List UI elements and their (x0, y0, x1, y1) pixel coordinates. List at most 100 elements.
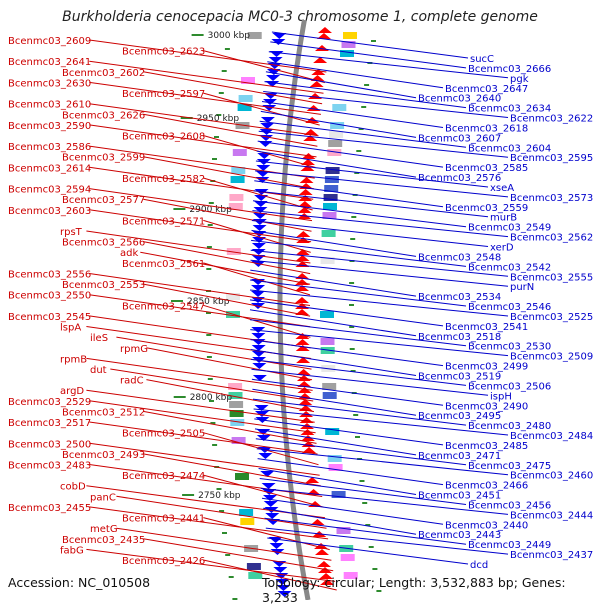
leader-line-right (250, 329, 509, 357)
gene-label-right: Bcenmc03_2460 (510, 471, 593, 482)
leader-line-right (251, 358, 467, 386)
feature-block (324, 185, 339, 192)
leader-line-left (86, 230, 311, 264)
left-strand-labels: Bcenmc03_2609Bcenmc03_2623Bcenmc03_2641B… (8, 36, 337, 591)
gene-label-left: Bcenmc03_2590 (8, 121, 91, 132)
leader-line-right (250, 259, 509, 287)
gene-label-right: Bcenmc03_2607 (418, 133, 501, 144)
tick-mark (212, 158, 217, 160)
forward-gene-arrow (265, 513, 280, 519)
forward-gene-arrow (260, 123, 275, 129)
tick-mark (221, 70, 227, 72)
leader-line-left (143, 71, 323, 105)
leader-line-right (250, 339, 444, 367)
reverse-gene-arrow (295, 285, 310, 291)
reverse-gene-arrow (295, 255, 310, 261)
feature-block (228, 383, 243, 390)
gene-label-right: Bcenmc03_2634 (468, 104, 551, 115)
tick-mark (206, 356, 212, 358)
leader-line-left (89, 421, 318, 455)
forward-gene-arrow (257, 153, 272, 159)
tick-mark (228, 576, 234, 578)
gene-label-right: Bcenmc03_2480 (468, 421, 551, 432)
gene-label-right: xerD (490, 243, 514, 254)
leader-line-right (263, 91, 509, 118)
forward-gene-arrow (262, 99, 277, 105)
forward-gene-arrow (271, 39, 286, 45)
leader-line-left (203, 474, 324, 508)
leader-line-left (203, 50, 326, 84)
leader-line-left (89, 188, 313, 222)
leader-line-right (270, 41, 467, 69)
forward-gene-arrow (277, 591, 292, 597)
gene-label-right: Bcenmc03_2449 (468, 540, 551, 551)
leader-line-right (250, 319, 467, 347)
leader-line-right (271, 31, 469, 59)
leader-line-right (264, 81, 467, 109)
gene-label-right: Bcenmc03_2595 (510, 153, 593, 164)
kbp-label: 2900 kbp (189, 205, 232, 215)
tick-mark (225, 554, 231, 556)
tick-mark (362, 502, 368, 504)
tick-mark (214, 136, 219, 138)
gene-label-right: Bcenmc03_2542 (468, 262, 551, 273)
gene-label-right: Bcenmc03_2562 (510, 233, 593, 244)
forward-gene-arrow (251, 333, 266, 339)
tick-mark (224, 48, 230, 50)
kbp-label: 2950 kbp (197, 114, 240, 124)
gene-label-left: Bcenmc03_2529 (8, 397, 91, 408)
forward-gene-arrow (251, 291, 266, 297)
tick-mark (222, 532, 227, 534)
forward-gene-arrow (252, 375, 267, 381)
reverse-gene-arrow (297, 201, 312, 207)
reverse-gene-arrow (320, 579, 335, 585)
gene-label-right: Bcenmc03_2604 (468, 143, 551, 154)
gene-label-left: Bcenmc03_2561 (122, 259, 205, 270)
leader-line-left (89, 294, 311, 328)
map-title: Burkholderia cenocepacia MC0-3 chromosom… (62, 9, 538, 25)
gene-label-left: Bcenmc03_2626 (62, 110, 145, 121)
leader-line-left (143, 410, 317, 444)
leader-line-left (116, 336, 312, 370)
gene-label-right: Bcenmc03_2437 (510, 550, 593, 561)
gene-label-left: Bcenmc03_2582 (122, 174, 205, 185)
gene-label-left: Bcenmc03_2474 (122, 471, 205, 482)
leader-line-right (256, 150, 417, 178)
gene-label-right: pgk (510, 74, 529, 85)
feature-block (247, 32, 262, 39)
leader-line-right (257, 458, 444, 486)
gene-label-left: panC (90, 492, 116, 503)
gene-label-right: Bcenmc03_2666 (468, 64, 551, 75)
leader-line-right (267, 537, 469, 565)
gene-label-right: Bcenmc03_2485 (445, 441, 528, 452)
gene-label-left: Bcenmc03_2599 (62, 153, 145, 164)
feature-block (235, 473, 249, 480)
leader-line-right (253, 408, 509, 436)
leader-line-left (89, 400, 316, 434)
gene-label-right: Bcenmc03_2506 (468, 381, 551, 392)
gene-label-left: Bcenmc03_2609 (8, 36, 91, 47)
leader-line-left (143, 283, 311, 317)
forward-gene-arrow (272, 33, 287, 39)
gene-label-left: rpsT (60, 227, 83, 238)
tick-mark (359, 480, 365, 482)
reverse-gene-arrow (298, 399, 313, 405)
gene-label-right: Bcenmc03_2525 (510, 312, 593, 323)
kbp-label: 2800 kbp (190, 393, 233, 403)
gene-label-right: sucC (470, 54, 494, 65)
feature-block (321, 230, 336, 237)
leader-line-left (203, 559, 337, 591)
feature-block (237, 104, 252, 111)
gene-label-left: Bcenmc03_2623 (122, 47, 205, 58)
feature-block (325, 428, 340, 435)
gene-label-left: Bcenmc03_2597 (122, 89, 205, 100)
gene-label-right: Bcenmc03_2530 (468, 342, 551, 353)
gene-label-left: Bcenmc03_2435 (62, 535, 145, 546)
tick-mark (358, 128, 364, 130)
gene-label-left: Bcenmc03_2610 (8, 100, 91, 111)
tick-mark (207, 378, 213, 380)
tick-mark (210, 422, 216, 424)
leader-line-right (254, 180, 444, 208)
leader-line-right (249, 309, 417, 337)
reverse-gene-arrow (317, 567, 332, 573)
